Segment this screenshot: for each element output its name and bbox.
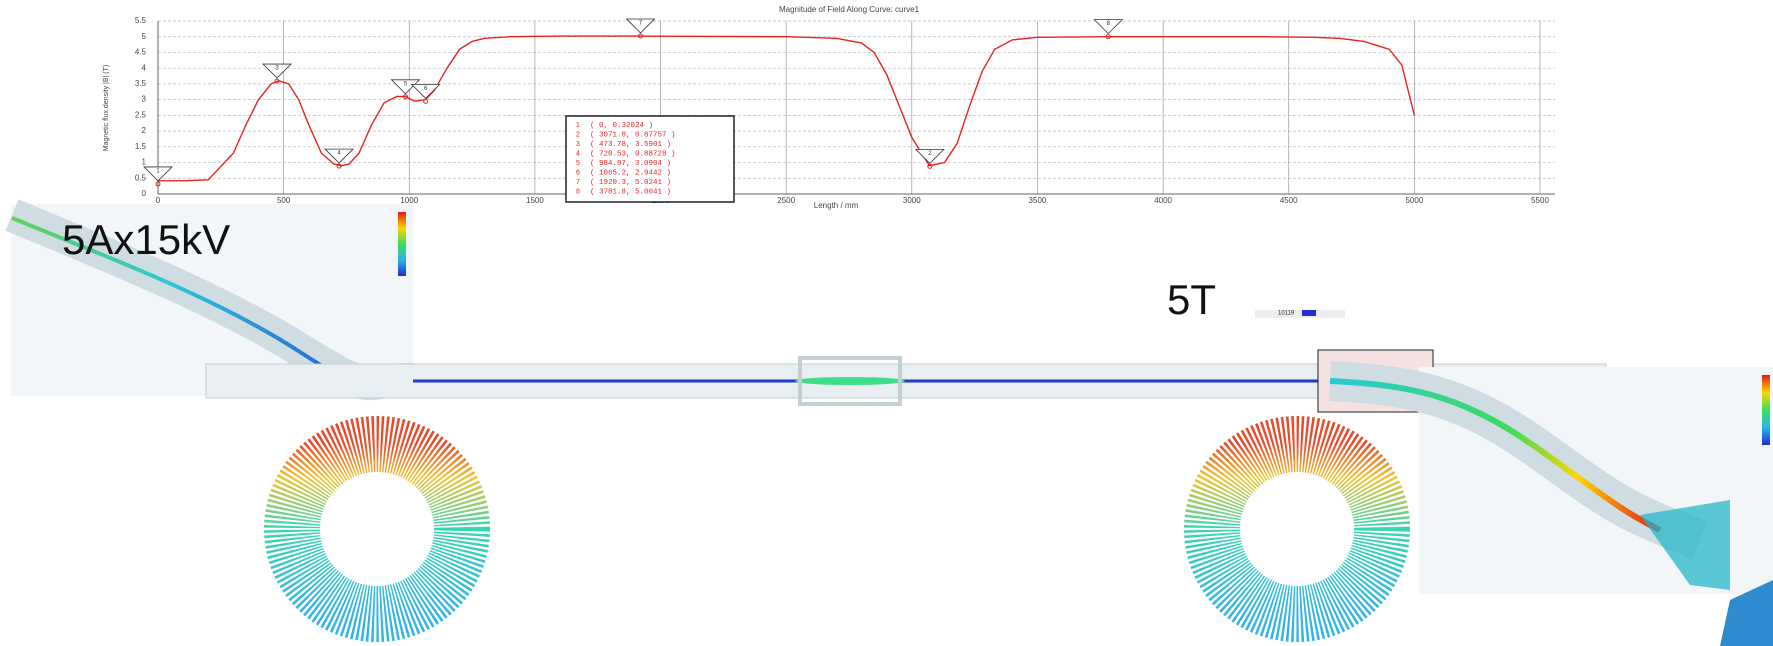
scale-value: 10119 bbox=[1278, 311, 1295, 317]
plot-area bbox=[158, 21, 1555, 194]
x-tick-label: 1500 bbox=[526, 196, 544, 205]
x-tick-label: 3500 bbox=[1029, 196, 1047, 205]
readout-text: ( 984.97, 3.0904 ) bbox=[590, 160, 671, 168]
beam-label: 5Ax15kV bbox=[62, 216, 230, 263]
y-tick-label: 5.5 bbox=[135, 16, 147, 25]
y-tick-label: 1.5 bbox=[135, 142, 147, 151]
readout-text: ( 473.78, 3.5901 ) bbox=[590, 141, 671, 149]
readout-index: 5 bbox=[576, 160, 580, 167]
right-colorbar bbox=[1302, 310, 1316, 316]
readout-index: 1 bbox=[576, 122, 580, 129]
field-label: 5T bbox=[1167, 276, 1216, 323]
y-tick-label: 2 bbox=[142, 126, 147, 135]
y-tick-label: 4.5 bbox=[135, 48, 147, 57]
x-tick-label: 0 bbox=[156, 196, 161, 205]
right-colorbar-2 bbox=[1762, 375, 1770, 445]
y-axis-label: Magnetic flux density |B| (T) bbox=[103, 65, 110, 152]
readout-text: ( 3781.8, 5.0041 ) bbox=[590, 188, 671, 196]
readout-index: 3 bbox=[576, 141, 580, 148]
readout-text: ( 1065.2, 2.9442 ) bbox=[590, 169, 671, 177]
readout-index: 8 bbox=[576, 188, 580, 195]
x-tick-label: 5000 bbox=[1405, 196, 1423, 205]
readout-text: ( 0, 0.32024 ) bbox=[590, 122, 653, 130]
left-ring bbox=[292, 444, 462, 614]
x-tick-label: 500 bbox=[277, 196, 291, 205]
right-colorbar-box bbox=[1255, 310, 1345, 318]
y-tick-label: 0.5 bbox=[135, 173, 147, 182]
x-axis-label: Length / mm bbox=[814, 201, 859, 210]
y-tick-label: 3 bbox=[142, 95, 147, 104]
y-tick-label: 0 bbox=[142, 189, 147, 198]
readout-text: ( 720.53, 0.88728 ) bbox=[590, 150, 676, 158]
x-tick-label: 2500 bbox=[777, 196, 795, 205]
simulation-images bbox=[11, 204, 1773, 646]
x-tick-label: 3000 bbox=[903, 196, 921, 205]
readout-index: 7 bbox=[576, 179, 580, 186]
slide: 5Ax15kV 5T 10119 Magnitude of Field Alon… bbox=[0, 0, 1773, 646]
readout-text: ( 1920.3, 5.0241 ) bbox=[590, 179, 671, 187]
chart-title: Magnitude of Field Along Curve: curve1 bbox=[779, 5, 920, 14]
y-tick-label: 2.5 bbox=[135, 110, 147, 119]
y-tick-label: 5 bbox=[142, 32, 147, 41]
x-tick-label: 1000 bbox=[400, 196, 418, 205]
x-tick-label: 5500 bbox=[1531, 196, 1549, 205]
readout-index: 6 bbox=[576, 169, 580, 176]
x-tick-label: 4000 bbox=[1154, 196, 1172, 205]
y-tick-label: 1 bbox=[142, 158, 147, 167]
readout-index: 2 bbox=[576, 131, 580, 138]
readout-text: ( 3071.8, 0.87757 ) bbox=[590, 131, 676, 139]
y-tick-label: 4 bbox=[142, 63, 147, 72]
left-colorbar bbox=[398, 212, 406, 276]
chart: Magnitude of Field Along Curve: curve1 L… bbox=[103, 5, 1555, 210]
x-tick-label: 4500 bbox=[1280, 196, 1298, 205]
y-tick-label: 3.5 bbox=[135, 79, 147, 88]
right-ring bbox=[1212, 444, 1382, 614]
beam-focus bbox=[795, 377, 905, 385]
readout-index: 4 bbox=[576, 150, 580, 157]
